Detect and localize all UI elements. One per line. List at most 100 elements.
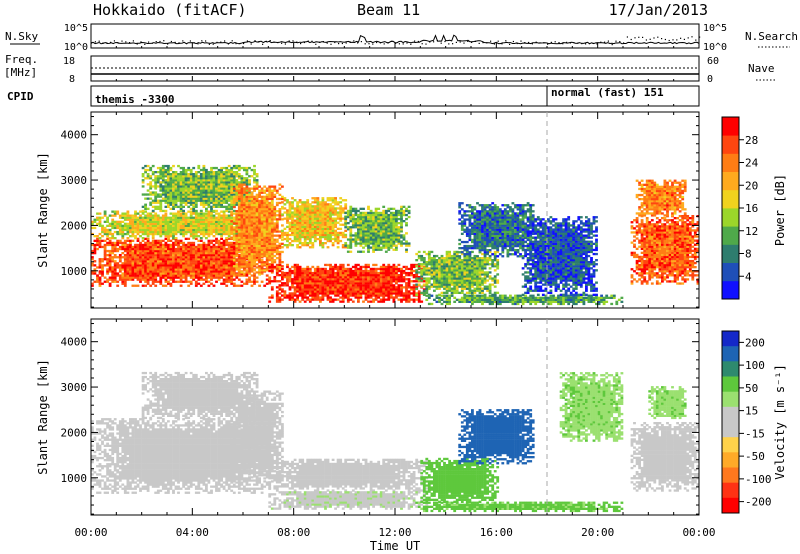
power-cell <box>179 247 183 251</box>
power-cell <box>235 195 239 198</box>
power-cell <box>199 272 203 275</box>
power-cell <box>301 298 305 301</box>
power-cell <box>400 226 403 229</box>
power-cell <box>346 209 350 213</box>
power-cell <box>313 271 317 275</box>
power-cell <box>123 245 127 249</box>
power-cell <box>225 181 229 184</box>
power-cell <box>182 212 185 215</box>
power-cell <box>161 199 165 202</box>
power-cell <box>161 226 165 230</box>
power-cell <box>189 201 193 204</box>
power-cell <box>273 238 277 241</box>
power-cell <box>311 227 315 230</box>
power-cell <box>405 242 408 245</box>
power-cell <box>141 278 145 281</box>
power-cell <box>270 236 274 239</box>
power-cell <box>339 205 343 208</box>
power-cell <box>395 209 398 213</box>
power-cell <box>227 276 231 279</box>
power-cell <box>161 177 165 180</box>
power-cell <box>334 292 337 295</box>
power-cell <box>123 260 127 263</box>
power-cell <box>240 199 244 203</box>
power-cell <box>232 247 236 251</box>
power-cell <box>220 272 223 275</box>
power-cell <box>154 228 158 232</box>
power-cell <box>243 183 246 186</box>
power-cell <box>311 225 315 228</box>
power-cell <box>367 228 370 231</box>
power-cell <box>357 230 360 233</box>
power-cell <box>319 278 322 281</box>
power-cell <box>278 286 282 289</box>
power-cell <box>194 235 198 238</box>
power-cell <box>313 278 317 281</box>
power-cell <box>149 197 153 200</box>
power-cell <box>329 300 332 303</box>
power-cell <box>331 217 335 220</box>
power-cell <box>308 274 312 277</box>
power-cell <box>222 239 226 242</box>
power-cell <box>339 286 343 289</box>
power-cell <box>321 244 325 247</box>
power-cell <box>243 234 246 237</box>
power-cell <box>182 247 185 251</box>
power-cell <box>324 242 327 245</box>
power-cell <box>255 212 259 215</box>
power-cell <box>212 195 216 198</box>
power-cell <box>212 187 216 190</box>
power-cell <box>306 274 310 277</box>
power-cell <box>106 278 109 281</box>
power-cell <box>215 220 218 223</box>
power-cell <box>258 265 261 268</box>
noise-search-dot <box>201 40 203 42</box>
power-cell <box>291 201 294 204</box>
power-cell <box>225 239 229 242</box>
power-cell <box>222 245 226 249</box>
power-cell <box>126 214 130 217</box>
power-cell <box>311 282 315 285</box>
power-cell <box>167 245 170 249</box>
power-cell <box>265 267 269 270</box>
power-cell <box>275 230 279 233</box>
power-cell <box>270 210 274 213</box>
power-cell <box>159 252 163 255</box>
power-cell <box>149 183 153 186</box>
power-cell <box>316 223 320 226</box>
power-cell <box>324 217 327 220</box>
power-cell <box>136 284 140 287</box>
power-cell <box>230 278 234 281</box>
power-cell <box>202 183 206 186</box>
power-cell <box>139 228 142 232</box>
power-cell <box>141 260 145 263</box>
power-cell <box>235 236 239 239</box>
power-cell <box>232 222 236 225</box>
power-cell <box>265 197 269 201</box>
power-cell <box>397 213 401 217</box>
power-cell <box>151 220 155 223</box>
power-cell <box>364 211 368 215</box>
power-cell <box>161 197 165 200</box>
power-cell <box>103 254 107 257</box>
power-cell <box>237 189 241 192</box>
power-cell <box>199 175 203 178</box>
power-cell <box>395 236 398 239</box>
power-cell <box>103 210 107 213</box>
power-cell <box>369 213 373 217</box>
power-cell <box>374 215 378 219</box>
power-cell <box>225 270 229 273</box>
power-cell <box>108 256 112 259</box>
power-cell <box>270 203 274 207</box>
power-cell <box>273 267 277 270</box>
power-cell <box>255 193 259 196</box>
power-cell <box>156 181 160 184</box>
power-cell <box>225 262 229 265</box>
power-cell <box>202 214 206 217</box>
power-cell <box>248 226 251 229</box>
power-cell <box>308 227 312 230</box>
noise-search-dot <box>695 39 697 41</box>
power-cell <box>296 215 299 218</box>
power-cell <box>98 222 102 225</box>
power-cell <box>237 191 241 194</box>
